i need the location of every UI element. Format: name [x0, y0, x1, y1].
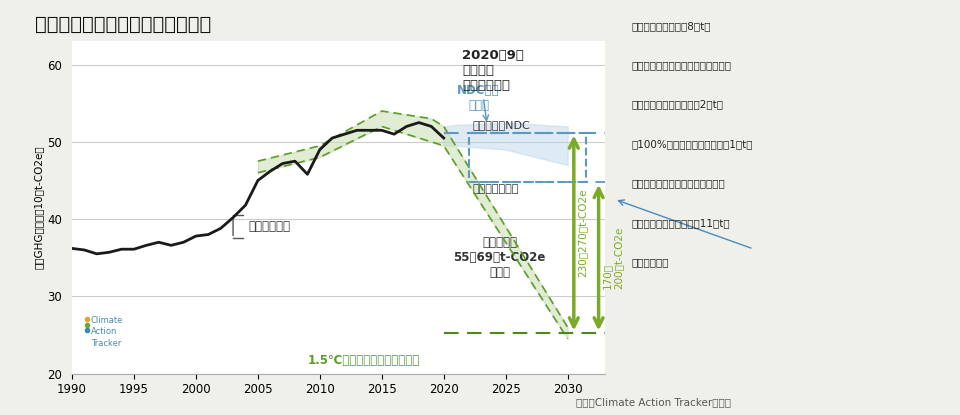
Text: へのグローバル声明（2億t）: へのグローバル声明（2億t） [632, 100, 724, 110]
Text: 出典：Climate Action Trackerに加筆: 出典：Climate Action Trackerに加筆 [576, 397, 731, 407]
Text: のみを推計: のみを推計 [632, 257, 669, 267]
Text: Climate
Action
Tracker: Climate Action Tracker [90, 315, 123, 348]
Text: ゴーリーダーズ宣言（11億t）: ゴーリーダーズ宣言（11億t） [632, 218, 731, 228]
Text: どの程度の削減効果があるのか？: どの程度の削減効果があるのか？ [35, 15, 211, 34]
Text: 2020年9月
時点での
排出ギャップ: 2020年9月 時点での 排出ギャップ [463, 49, 524, 92]
Y-axis label: 世界GHG排出量（10億t-CO2e）: 世界GHG排出量（10億t-CO2e） [34, 146, 43, 269]
Text: ・森林と土地利用に関するグラス: ・森林と土地利用に関するグラス [632, 178, 726, 188]
Text: 過去の排出量: 過去の排出量 [248, 220, 290, 233]
Text: 170〜
200億t-CO2e: 170〜 200億t-CO2e [602, 227, 624, 289]
Text: NDC達成
ケース: NDC達成 ケース [457, 84, 499, 112]
Text: ・100%ゼロ排出車移行宣言（1億t）: ・100%ゼロ排出車移行宣言（1億t） [632, 139, 754, 149]
Text: 230〜270億t-CO2e: 230〜270億t-CO2e [578, 189, 588, 277]
Text: ・石炭からクリーンエネルギー移行: ・石炭からクリーンエネルギー移行 [632, 60, 732, 70]
Text: 分野別取り組み: 分野別取り組み [472, 184, 518, 194]
Text: 1.5℃目標と整合する排出経路: 1.5℃目標と整合する排出経路 [307, 354, 420, 367]
Text: ・世界メタン誓約（8億t）: ・世界メタン誓約（8億t） [632, 21, 711, 31]
Text: ギャップを
55〜69億t-CO2e
狭める: ギャップを 55〜69億t-CO2e 狭める [453, 236, 545, 279]
Text: 新規・更新NDC: 新規・更新NDC [472, 120, 530, 129]
